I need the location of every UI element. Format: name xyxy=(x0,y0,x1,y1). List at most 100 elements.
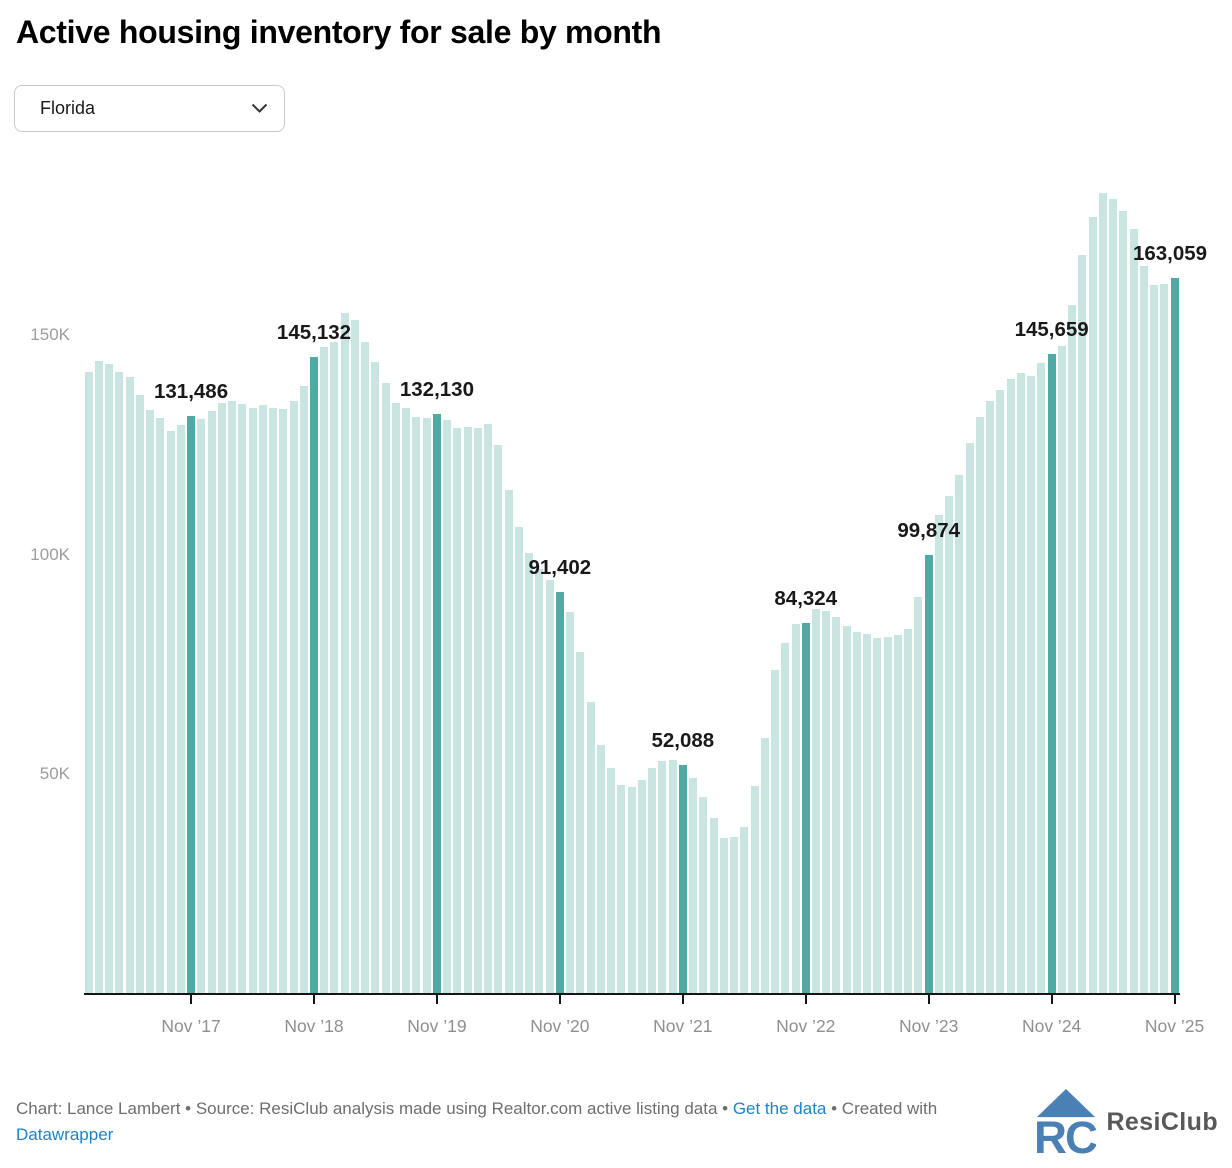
bar-month[interactable] xyxy=(975,416,984,993)
bar-month[interactable] xyxy=(443,419,452,993)
bar-month[interactable] xyxy=(996,390,1005,993)
bar-month[interactable] xyxy=(873,638,882,993)
bar-month[interactable] xyxy=(340,313,349,993)
bar-month[interactable] xyxy=(709,818,718,993)
bar-november-highlight[interactable] xyxy=(801,623,810,993)
bar-month[interactable] xyxy=(494,444,503,993)
bar-month[interactable] xyxy=(1027,376,1036,993)
bar-month[interactable] xyxy=(135,394,144,993)
bar-month[interactable] xyxy=(146,409,155,993)
bar-month[interactable] xyxy=(412,416,421,993)
bar-november-highlight[interactable] xyxy=(924,555,933,993)
bar-month[interactable] xyxy=(1006,379,1015,993)
bar-month[interactable] xyxy=(269,408,277,993)
bar-month[interactable] xyxy=(750,786,759,993)
bar-month[interactable] xyxy=(883,637,892,993)
bar-month[interactable] xyxy=(320,346,329,993)
bar-month[interactable] xyxy=(740,826,749,993)
bar-month[interactable] xyxy=(1160,283,1169,993)
bar-month[interactable] xyxy=(248,408,257,993)
bar-month[interactable] xyxy=(94,360,103,993)
bar-month[interactable] xyxy=(176,425,185,993)
bar-month[interactable] xyxy=(156,417,165,993)
bar-november-highlight[interactable] xyxy=(309,356,318,993)
bar-month[interactable] xyxy=(84,372,93,993)
bar-month[interactable] xyxy=(258,404,267,993)
region-select[interactable]: Florida xyxy=(14,85,285,132)
bar-month[interactable] xyxy=(115,371,124,993)
bar-month[interactable] xyxy=(1129,229,1138,993)
bar-month[interactable] xyxy=(811,609,820,993)
bar-month[interactable] xyxy=(391,403,400,993)
bar-month[interactable] xyxy=(955,475,964,993)
bar-month[interactable] xyxy=(934,515,943,993)
bar-month[interactable] xyxy=(238,404,247,993)
bar-month[interactable] xyxy=(125,377,134,993)
bar-month[interactable] xyxy=(453,428,462,993)
bar-month[interactable] xyxy=(627,786,636,993)
bar-month[interactable] xyxy=(893,635,902,993)
bar-month[interactable] xyxy=(781,642,790,993)
bar-month[interactable] xyxy=(852,631,861,993)
bar-month[interactable] xyxy=(832,616,841,993)
bar-month[interactable] xyxy=(822,610,831,993)
bar-month[interactable] xyxy=(514,526,523,993)
bar-month[interactable] xyxy=(1016,373,1025,993)
bar-month[interactable] xyxy=(965,442,974,993)
bar-month[interactable] xyxy=(207,410,216,993)
bar-month[interactable] xyxy=(699,796,708,993)
bar-month[interactable] xyxy=(1139,265,1148,993)
bar-november-highlight[interactable] xyxy=(555,592,564,993)
bar-month[interactable] xyxy=(689,778,698,993)
bar-month[interactable] xyxy=(463,426,472,993)
bar-month[interactable] xyxy=(166,430,175,993)
bar-november-highlight[interactable] xyxy=(1047,354,1056,993)
bar-month[interactable] xyxy=(217,403,226,993)
bar-month[interactable] xyxy=(1088,217,1097,993)
bar-month[interactable] xyxy=(730,837,739,993)
bar-month[interactable] xyxy=(361,341,370,993)
bar-month[interactable] xyxy=(1119,210,1128,993)
bar-month[interactable] xyxy=(719,837,728,993)
bar-month[interactable] xyxy=(504,490,513,993)
bar-month[interactable] xyxy=(473,428,482,993)
bar-month[interactable] xyxy=(658,760,667,993)
bar-month[interactable] xyxy=(771,669,779,993)
bar-month[interactable] xyxy=(525,553,534,993)
bar-month[interactable] xyxy=(566,611,575,993)
bar-month[interactable] xyxy=(842,625,851,993)
bar-month[interactable] xyxy=(197,418,206,993)
bar-november-highlight[interactable] xyxy=(678,764,687,993)
bar-month[interactable] xyxy=(402,408,411,993)
bar-month[interactable] xyxy=(668,760,677,993)
bar-month[interactable] xyxy=(330,341,339,993)
bar-month[interactable] xyxy=(1068,304,1077,993)
bar-month[interactable] xyxy=(381,383,390,993)
bar-month[interactable] xyxy=(986,400,995,993)
bar-month[interactable] xyxy=(791,623,800,993)
bar-month[interactable] xyxy=(1150,284,1159,993)
bar-month[interactable] xyxy=(617,785,626,993)
bar-month[interactable] xyxy=(596,744,605,993)
bar-month[interactable] xyxy=(422,418,431,993)
bar-month[interactable] xyxy=(484,424,493,993)
bar-month[interactable] xyxy=(1037,363,1046,993)
bar-month[interactable] xyxy=(904,629,913,993)
bar-month[interactable] xyxy=(105,364,114,993)
footer-link[interactable]: Get the data xyxy=(732,1099,827,1118)
bar-month[interactable] xyxy=(945,495,954,993)
bar-november-highlight[interactable] xyxy=(187,416,196,993)
bar-month[interactable] xyxy=(228,401,237,993)
bar-month[interactable] xyxy=(607,768,616,993)
bar-month[interactable] xyxy=(1109,198,1118,993)
bar-month[interactable] xyxy=(586,701,595,993)
bar-month[interactable] xyxy=(289,400,298,993)
bar-month[interactable] xyxy=(371,361,380,993)
bar-month[interactable] xyxy=(760,738,769,993)
bar-month[interactable] xyxy=(1098,192,1107,993)
bar-month[interactable] xyxy=(1078,255,1087,993)
bar-month[interactable] xyxy=(863,633,872,993)
bar-month[interactable] xyxy=(648,768,657,993)
bar-month[interactable] xyxy=(279,408,288,993)
bar-month[interactable] xyxy=(637,780,646,993)
